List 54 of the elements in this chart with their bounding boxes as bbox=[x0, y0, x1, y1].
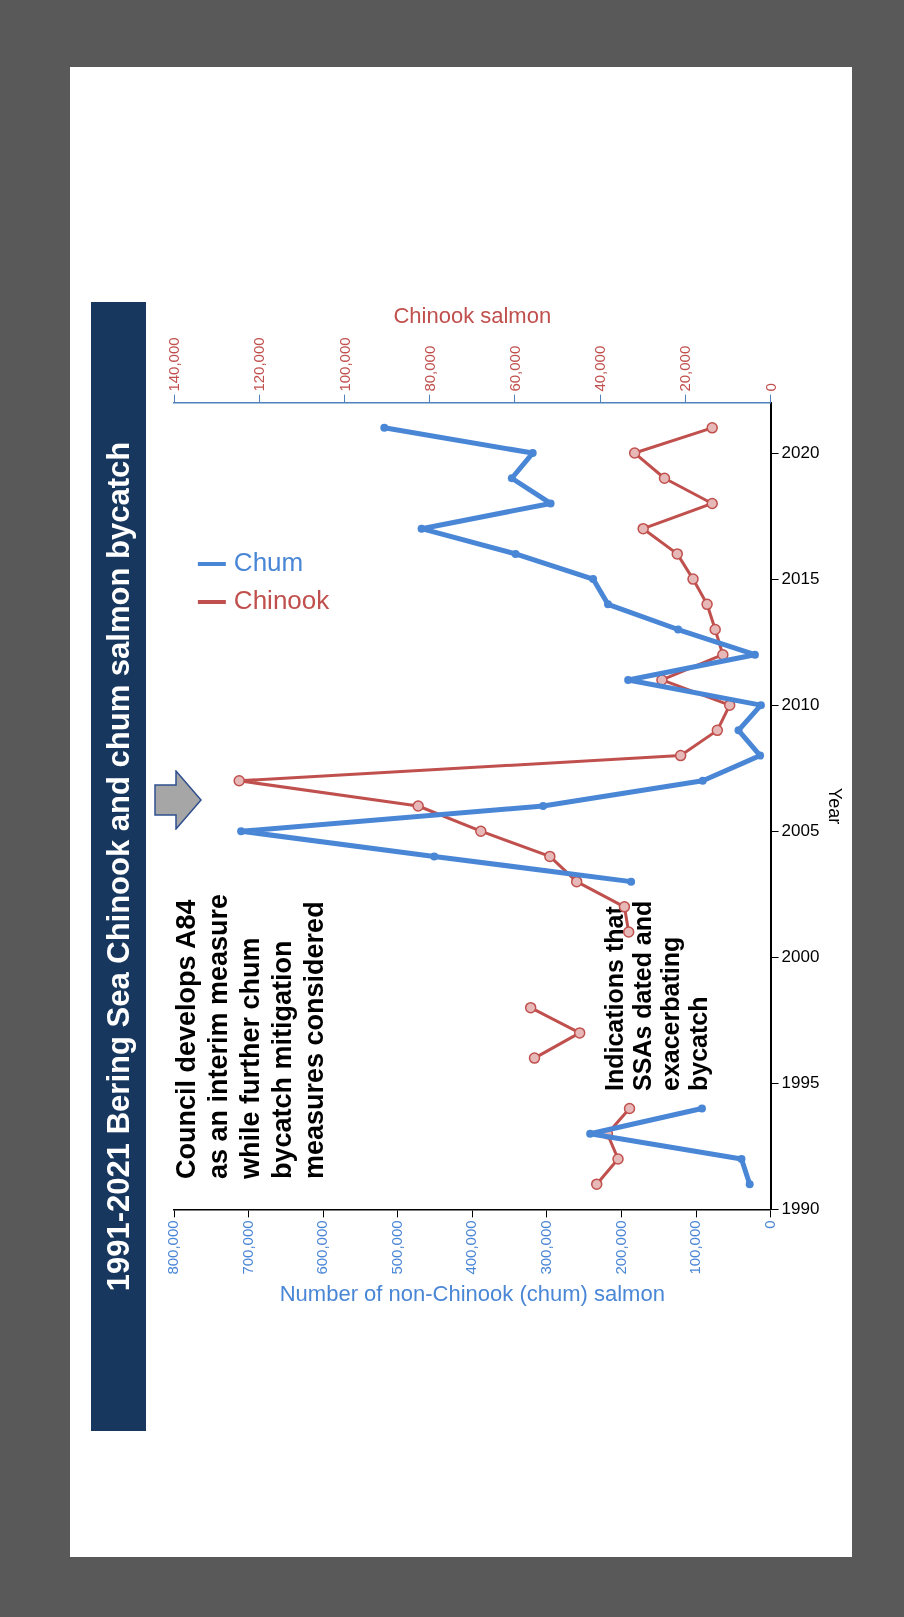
x-tick-label: 300,000 bbox=[537, 1220, 554, 1275]
point bbox=[590, 1178, 603, 1190]
point bbox=[637, 522, 649, 535]
point bbox=[528, 1052, 541, 1064]
point bbox=[701, 598, 713, 611]
x-axis-title: Number of non-Chinook (chum) salmon bbox=[279, 1280, 665, 1306]
point bbox=[658, 472, 671, 485]
y-tick-label: 1995 bbox=[781, 1073, 820, 1093]
x-tick-label: 400,000 bbox=[462, 1220, 480, 1275]
point bbox=[711, 724, 724, 737]
x-tick-label: 500,000 bbox=[387, 1220, 405, 1275]
x2-axis-title: Chinook salmon bbox=[393, 303, 552, 329]
point bbox=[674, 749, 687, 762]
x2-tick-label: 100,000 bbox=[335, 337, 353, 392]
point bbox=[573, 1027, 586, 1039]
point bbox=[709, 623, 721, 636]
y-tick-label: 2020 bbox=[781, 442, 820, 462]
y-tick-label: 2010 bbox=[781, 694, 820, 714]
point bbox=[706, 497, 718, 510]
legend-label: Chinook bbox=[233, 585, 331, 616]
x2-tick-label: 20,000 bbox=[676, 345, 694, 392]
x2-tick-label: 60,000 bbox=[506, 345, 524, 392]
point bbox=[524, 1001, 537, 1014]
point bbox=[687, 573, 699, 585]
y-axis-title: Year bbox=[825, 787, 846, 825]
y-tick-label: 1990 bbox=[781, 1199, 820, 1219]
annotation: Council develops A84 as an interim measure while further chum bycatch mitigation measures considered bbox=[170, 892, 330, 1179]
text: 1991-2021 Bering Sea Chinook and chum salmon bycatch bbox=[91, 302, 146, 1431]
y-tick-label: 2000 bbox=[781, 946, 820, 966]
x-tick-label: 0 bbox=[760, 1220, 778, 1229]
point bbox=[570, 875, 583, 888]
y-tick-label: 2005 bbox=[781, 820, 820, 840]
x-tick-label: 700,000 bbox=[238, 1220, 256, 1275]
point bbox=[233, 775, 245, 787]
x2-tick-label: 80,000 bbox=[420, 345, 438, 392]
point bbox=[612, 1153, 624, 1165]
x2-tick-label: 40,000 bbox=[591, 345, 609, 392]
point bbox=[475, 825, 487, 837]
point bbox=[671, 548, 684, 560]
point bbox=[628, 447, 641, 459]
point bbox=[544, 850, 556, 863]
point bbox=[623, 1102, 636, 1115]
x-tick-label: 600,000 bbox=[313, 1220, 331, 1275]
x-tick-label: 800,000 bbox=[164, 1220, 182, 1275]
legend-label: Chum bbox=[233, 547, 304, 578]
x2-tick-label: 140,000 bbox=[165, 337, 183, 392]
x-tick-label: 100,000 bbox=[686, 1220, 704, 1275]
point bbox=[706, 422, 718, 434]
x2-tick-label: 0 bbox=[761, 383, 779, 392]
x-tick-label: 200,000 bbox=[611, 1220, 629, 1275]
y-tick-label: 2015 bbox=[781, 568, 820, 588]
point bbox=[412, 800, 424, 812]
annotation: Indications that SSAs dated and exacerbating bycatch bbox=[598, 887, 714, 1095]
x2-tick-label: 120,000 bbox=[250, 337, 268, 392]
